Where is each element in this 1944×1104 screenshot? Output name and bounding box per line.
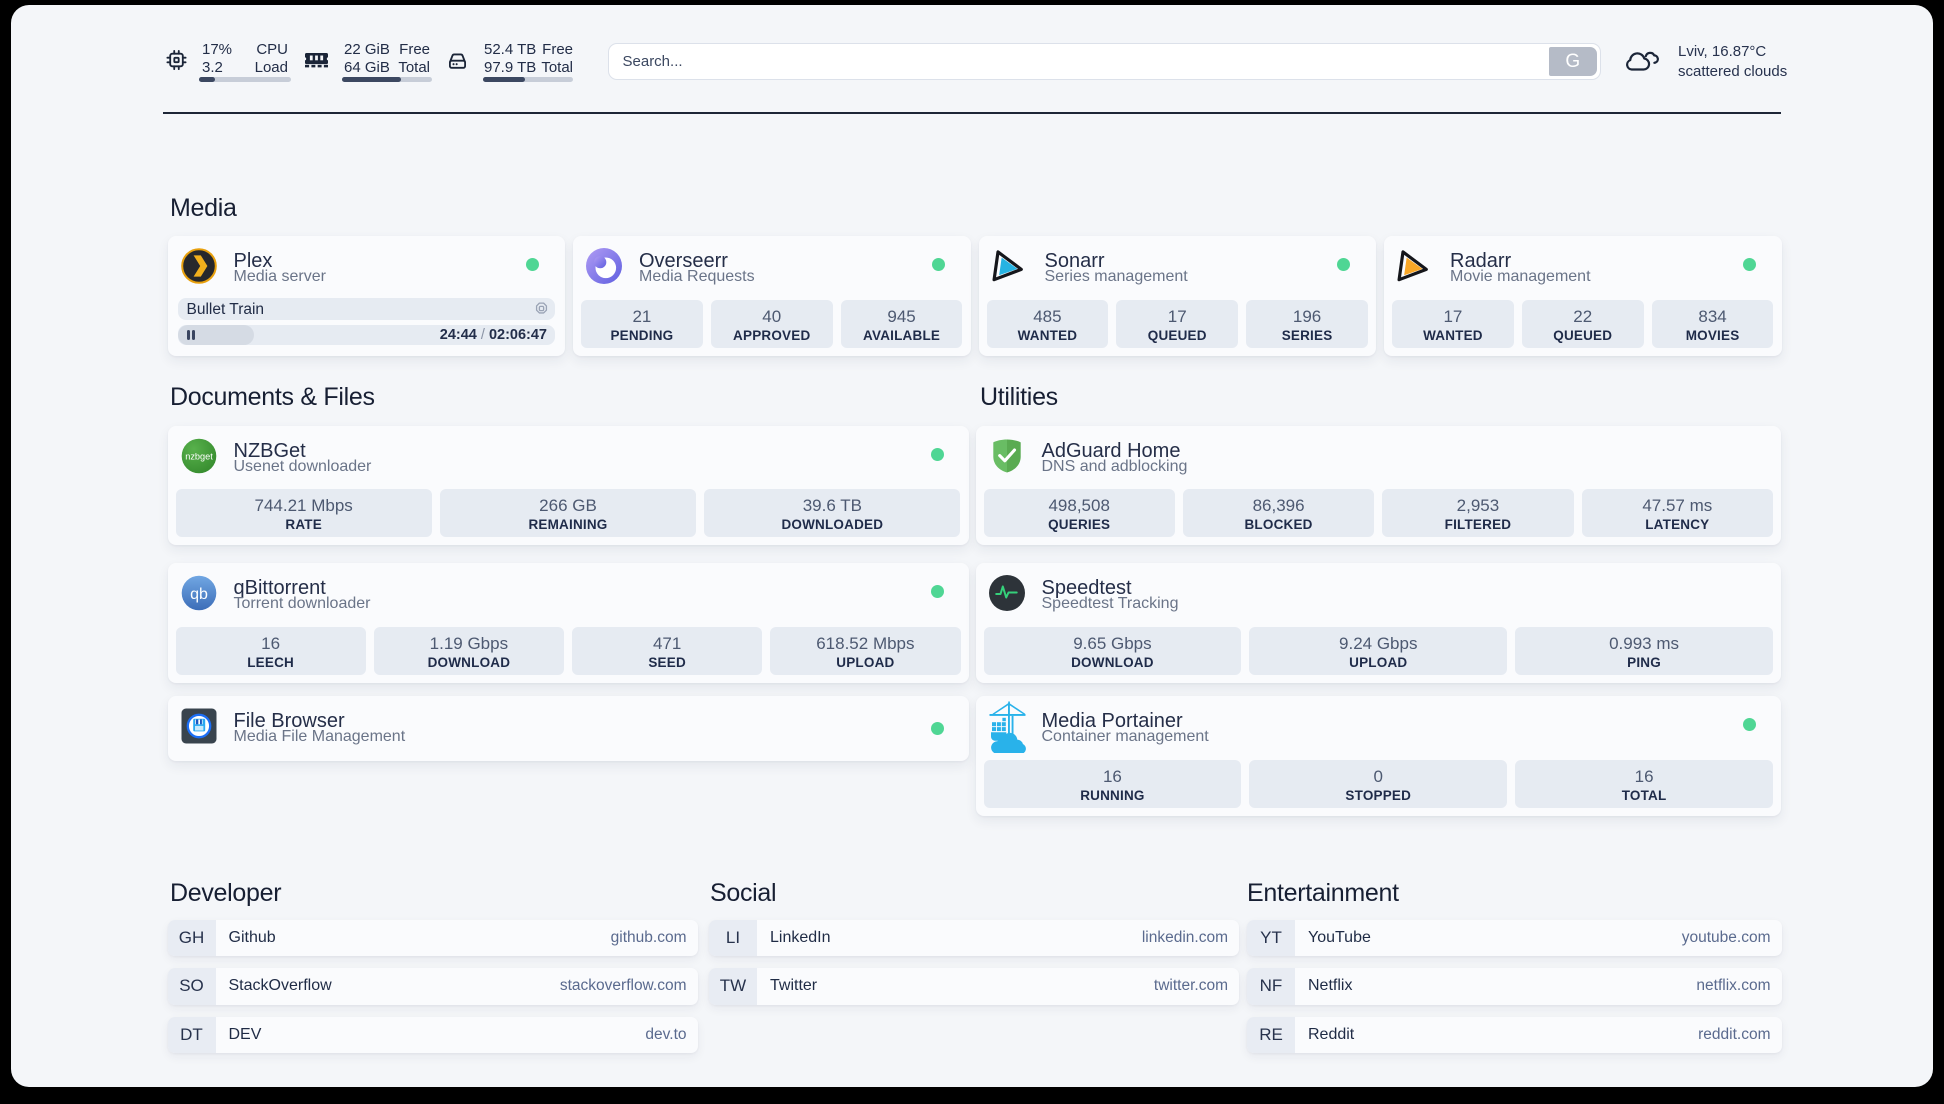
- svg-text:qb: qb: [190, 586, 208, 603]
- svg-text:nzbget: nzbget: [185, 451, 213, 461]
